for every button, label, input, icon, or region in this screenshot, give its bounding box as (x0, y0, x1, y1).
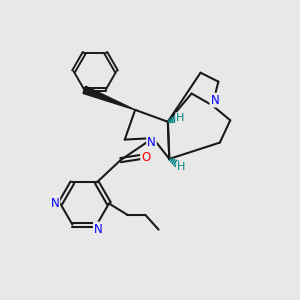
Text: H: H (176, 113, 184, 123)
Text: N: N (94, 223, 103, 236)
Text: N: N (210, 94, 219, 106)
Polygon shape (83, 86, 135, 110)
Text: N: N (147, 136, 156, 149)
Text: N: N (50, 197, 59, 210)
Text: O: O (141, 151, 151, 164)
Text: H: H (177, 162, 185, 172)
